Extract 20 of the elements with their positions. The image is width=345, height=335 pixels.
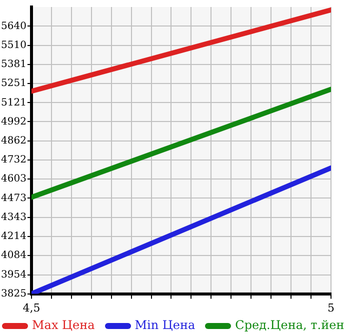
legend-label: Min Цена [134, 318, 196, 332]
y-tick-label: 5510 [0, 40, 26, 51]
y-tick-label: 4992 [0, 116, 26, 128]
y-tick-label: 4214 [0, 231, 26, 242]
y-tick-label: 4343 [0, 212, 26, 224]
y-tick-label: 4732 [0, 154, 26, 166]
x-tick-label: 4,5 [22, 301, 40, 314]
y-tick-label: 4862 [0, 135, 26, 146]
y-tick-label: 5121 [0, 97, 26, 108]
y-tick-label: 4603 [0, 174, 26, 185]
y-tick-label: 3825 [0, 288, 26, 300]
legend-label: Max Цена [32, 318, 95, 332]
y-tick-label: 5381 [0, 58, 26, 70]
legend-label: Сред.Цена, т.йен [235, 318, 344, 332]
y-tick-label: 4084 [0, 250, 26, 262]
x-tick-label: 5 [328, 301, 334, 314]
y-tick-label: 4473 [0, 192, 26, 204]
y-tick-label: 3954 [0, 269, 26, 280]
y-tick-label: 5640 [0, 20, 26, 32]
y-tick-label: 5251 [0, 78, 26, 90]
